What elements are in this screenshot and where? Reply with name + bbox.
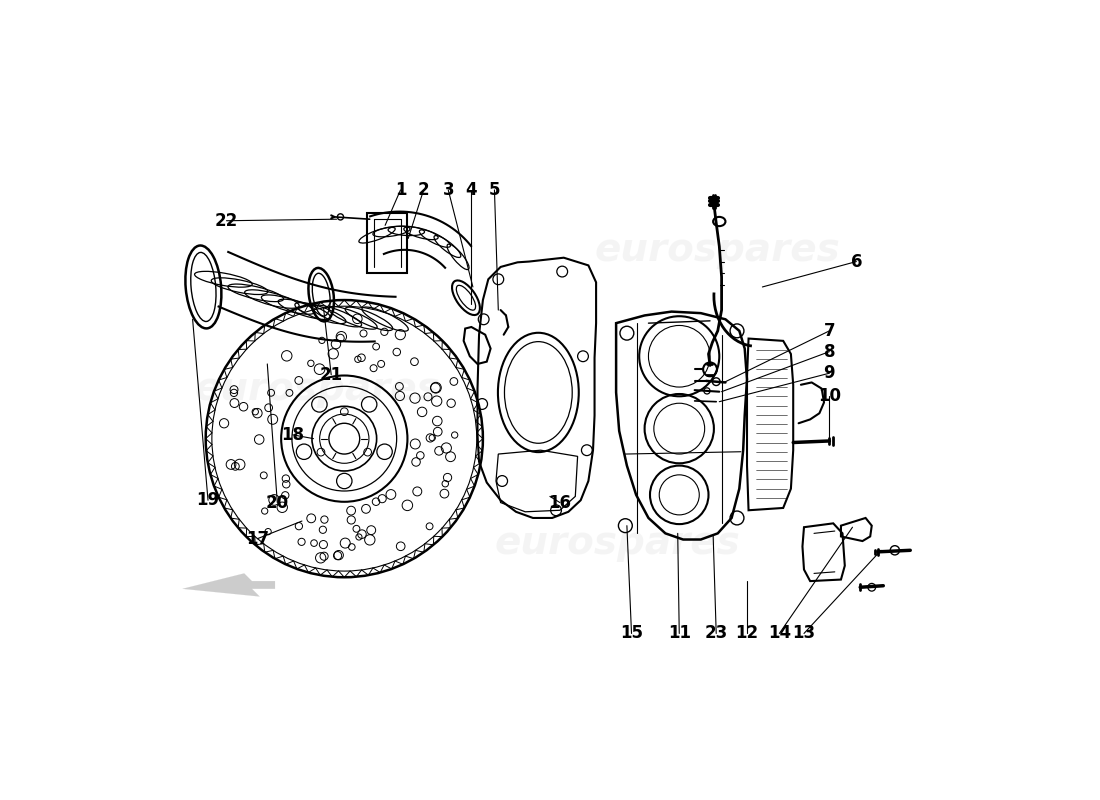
Text: 1: 1 (395, 181, 406, 199)
Text: 19: 19 (197, 491, 220, 510)
Text: 6: 6 (850, 253, 862, 270)
Text: 17: 17 (245, 530, 268, 548)
Text: 9: 9 (824, 364, 835, 382)
Text: 14: 14 (768, 625, 791, 642)
Text: 5: 5 (488, 181, 501, 199)
Text: eurospares: eurospares (595, 231, 840, 269)
Text: 18: 18 (282, 426, 305, 444)
Text: 15: 15 (620, 625, 644, 642)
Polygon shape (183, 574, 275, 597)
Text: eurospares: eurospares (495, 524, 740, 562)
Text: 8: 8 (824, 342, 835, 361)
Text: 2: 2 (418, 181, 429, 199)
Text: 21: 21 (320, 366, 343, 384)
Text: 3: 3 (442, 181, 454, 199)
Text: 10: 10 (818, 387, 840, 406)
Text: eurospares: eurospares (195, 370, 440, 408)
Text: 23: 23 (705, 625, 728, 642)
Text: 20: 20 (266, 494, 289, 511)
Text: 12: 12 (736, 625, 759, 642)
Text: 7: 7 (824, 322, 835, 340)
Text: 4: 4 (465, 181, 477, 199)
Text: 22: 22 (214, 212, 238, 230)
Text: 11: 11 (668, 625, 691, 642)
Text: 16: 16 (549, 494, 571, 511)
Text: 13: 13 (792, 625, 815, 642)
